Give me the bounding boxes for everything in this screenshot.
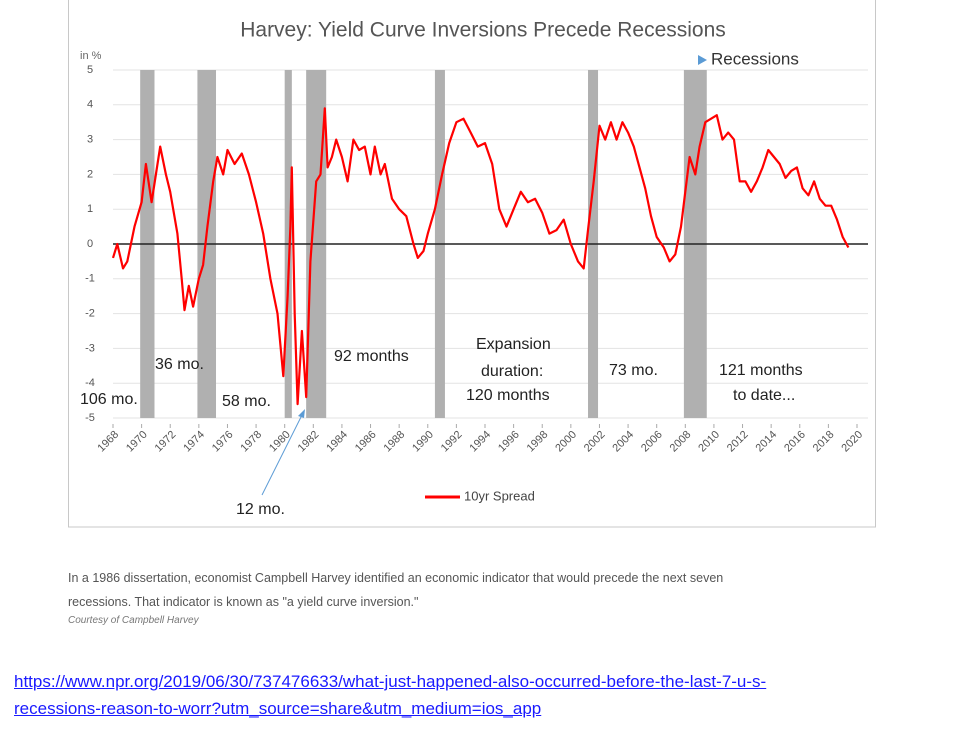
y-tick-label: -2 (85, 308, 95, 320)
annotation: Expansion (476, 336, 551, 353)
annotation: to date... (733, 387, 795, 404)
y-tick-label: -1 (85, 273, 95, 285)
annotation: 106 mo. (80, 391, 138, 408)
y-tick-label: 1 (87, 203, 93, 215)
y-tick-label: 4 (87, 99, 93, 111)
y-unit: in % (80, 50, 102, 62)
link[interactable]: https://www.npr.org/2019/06/30/737476633… (14, 672, 767, 691)
series-line (111, 107, 850, 406)
caption-line: In a 1986 dissertation, economist Campbe… (68, 571, 724, 585)
y-tick-label: 5 (87, 64, 93, 76)
annotation: duration: (481, 363, 543, 380)
annotation: 12 mo. (236, 501, 285, 518)
caption-line: recessions. That indicator is known as "… (68, 595, 419, 609)
annotation: 73 mo. (609, 362, 658, 379)
chart: Harvey: Yield Curve Inversions Precede R… (68, 0, 876, 528)
annotation: 120 months (466, 387, 550, 404)
legend-label: Recessions (711, 49, 799, 68)
link[interactable]: recessions-reason-to-worr?utm_source=sha… (14, 699, 542, 718)
credit: Courtesy of Campbell Harvey (68, 615, 199, 626)
y-tick-label: -5 (85, 412, 95, 424)
y-tick-label: 3 (87, 134, 93, 146)
legend-label: 10yr Spread (464, 488, 535, 503)
annotation: 121 months (719, 362, 803, 379)
y-tick-label: -4 (85, 377, 95, 389)
chart-title: Harvey: Yield Curve Inversions Precede R… (240, 19, 726, 42)
annotation: 58 mo. (222, 393, 271, 410)
y-tick-label: -3 (85, 342, 95, 354)
annotation: 92 months (334, 348, 409, 365)
legend-marker (698, 55, 707, 65)
y-tick-label: 0 (87, 238, 93, 250)
annotation-arrow (261, 414, 303, 496)
arrow-head (298, 409, 305, 418)
y-tick-label: 2 (87, 168, 93, 180)
annotation: 36 mo. (155, 356, 204, 373)
